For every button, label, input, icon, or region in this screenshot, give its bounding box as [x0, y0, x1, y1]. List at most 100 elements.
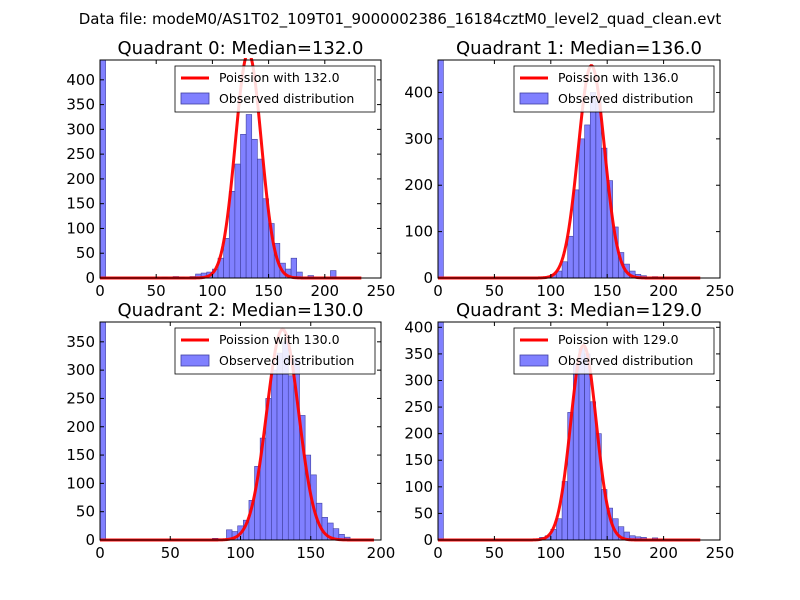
histogram-bar	[240, 134, 247, 279]
y-tick-label: 0	[85, 531, 95, 549]
y-tick-label: 350	[66, 96, 95, 114]
legend-patch-swatch	[519, 92, 549, 105]
y-tick-label: 50	[414, 504, 433, 522]
legend-label-fit: Poission with 129.0	[558, 332, 679, 347]
x-tick-label: 150	[296, 544, 325, 562]
y-tick-label: 100	[66, 474, 95, 492]
axes-frame	[437, 59, 721, 279]
histogram-bar	[251, 138, 258, 279]
y-tick-label: 150	[66, 195, 95, 213]
legend-patch-swatch	[180, 92, 210, 105]
histogram-bar	[276, 352, 283, 541]
panel-title: Quadrant 2: Median=130.0	[118, 300, 364, 321]
y-tick-label: 300	[404, 371, 433, 389]
y-tick-label: 0	[423, 531, 433, 549]
histogram-bar	[578, 138, 585, 279]
y-tick-label: 250	[66, 145, 95, 163]
legend-patch-swatch	[519, 354, 549, 367]
x-tick-label: 50	[485, 282, 504, 300]
panel-title: Quadrant 0: Median=132.0	[118, 38, 364, 59]
histogram-bar	[99, 59, 106, 279]
y-tick-label: 100	[404, 478, 433, 496]
histogram-bar	[561, 261, 568, 279]
x-tick-label: 250	[367, 282, 396, 300]
x-tick-label: 100	[536, 282, 565, 300]
legend-label-observed: Observed distribution	[558, 353, 693, 368]
panel-title: Quadrant 3: Median=129.0	[456, 300, 702, 321]
histogram-bar	[584, 353, 591, 541]
x-tick-label: 0	[95, 282, 105, 300]
y-tick-label: 0	[85, 269, 95, 287]
panel-quadrant-2: 0 50 100 150 200 0 50 100 150 200 250 300 350 Quadran…	[66, 300, 395, 562]
y-tick-label: 250	[66, 389, 95, 407]
x-tick-label: 0	[95, 544, 105, 562]
legend: Poission with 136.0 Observed distribution	[513, 65, 715, 113]
x-tick-label: 50	[161, 544, 180, 562]
legend: Poission with 132.0 Observed distribution	[174, 65, 376, 113]
panels: 0 50 100 150 200 250 0 50 100 150 200 250 300 350 400 Q…	[66, 38, 734, 562]
legend-label-observed: Observed distribution	[219, 91, 354, 106]
panel-quadrant-0: 0 50 100 150 200 250 0 50 100 150 200 250 300 350 400 Q…	[66, 38, 395, 300]
y-tick-label: 200	[404, 425, 433, 443]
legend-patch-swatch	[180, 354, 210, 367]
y-tick-label: 50	[76, 503, 95, 521]
y-tick-label: 150	[404, 451, 433, 469]
x-tick-label: 50	[147, 282, 166, 300]
legend: Poission with 129.0 Observed distribution	[513, 327, 715, 375]
legend-label-observed: Observed distribution	[558, 91, 693, 106]
figure-suptitle: Data file: modeM0/AS1T02_109T01_90000023…	[79, 10, 722, 29]
histogram-bar	[287, 375, 295, 541]
histogram-bar	[584, 124, 591, 279]
x-tick-label: 200	[310, 282, 339, 300]
y-tick-label: 400	[404, 83, 433, 101]
y-tick-label: 100	[66, 219, 95, 237]
histogram-bar	[437, 321, 444, 541]
y-tick-label: 350	[66, 333, 95, 351]
legend-label-fit: Poission with 130.0	[219, 332, 340, 347]
axes-frame	[437, 321, 721, 541]
histogram-bar	[271, 369, 278, 541]
histogram-bar	[290, 257, 297, 279]
y-tick-label: 200	[66, 170, 95, 188]
histogram-bar	[257, 158, 264, 279]
y-tick-label: 200	[66, 418, 95, 436]
histogram-bar	[578, 348, 585, 541]
x-tick-label: 200	[649, 282, 678, 300]
legend-label-fit: Poission with 132.0	[219, 70, 340, 85]
histogram-bar	[245, 114, 253, 279]
y-tick-label: 350	[404, 345, 433, 363]
x-tick-label: 250	[706, 544, 735, 562]
histogram-bar	[567, 235, 574, 279]
y-tick-label: 0	[423, 269, 433, 287]
axes-frame	[99, 59, 382, 279]
y-tick-label: 300	[404, 130, 433, 148]
panel-quadrant-1: 0 50 100 150 200 250 0 100 200 300 400 Quadrant 1: …	[404, 38, 734, 300]
x-tick-label: 50	[485, 544, 504, 562]
x-tick-label: 100	[198, 282, 227, 300]
legend-label-observed: Observed distribution	[219, 353, 354, 368]
x-tick-label: 100	[536, 544, 565, 562]
y-tick-label: 400	[66, 71, 95, 89]
x-tick-label: 250	[706, 282, 735, 300]
x-tick-label: 0	[433, 282, 443, 300]
panel-quadrant-3: 0 50 100 150 200 250 0 50 100 150 200 250 300 350 400 Q…	[404, 300, 734, 562]
x-tick-label: 0	[433, 544, 443, 562]
x-tick-label: 200	[367, 544, 396, 562]
histogram-bar	[595, 101, 602, 279]
y-tick-label: 400	[404, 318, 433, 336]
y-tick-label: 50	[76, 244, 95, 262]
histogram-bar	[234, 163, 241, 279]
histogram-bar	[589, 92, 596, 279]
histogram-bar	[99, 321, 106, 541]
y-tick-label: 200	[404, 176, 433, 194]
y-tick-label: 100	[404, 223, 433, 241]
x-tick-label: 150	[593, 282, 622, 300]
legend-label-fit: Poission with 136.0	[558, 70, 679, 85]
legend: Poission with 130.0 Observed distribution	[174, 327, 376, 375]
x-tick-label: 100	[226, 544, 255, 562]
x-tick-label: 150	[254, 282, 283, 300]
panel-title: Quadrant 1: Median=136.0	[456, 38, 702, 59]
x-tick-label: 150	[593, 544, 622, 562]
y-tick-label: 250	[404, 398, 433, 416]
